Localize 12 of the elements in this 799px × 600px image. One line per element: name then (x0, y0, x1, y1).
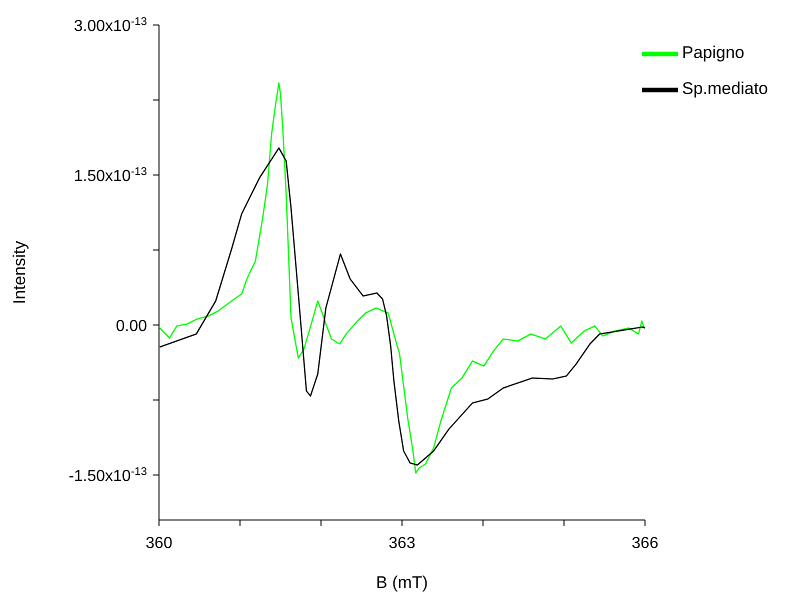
legend-label: Papigno (682, 43, 744, 62)
line-series (159, 82, 645, 474)
y-axis-title: Intensity (10, 240, 30, 304)
y-tick-label: 1.50x10$^{-13}$ (74, 166, 147, 185)
x-tick-label: 366 (632, 535, 658, 552)
y-tick-label: -1.50x10$^{-13}$ (68, 466, 147, 485)
legend-label: Sp.mediato (682, 79, 768, 98)
x-tick-label: 363 (388, 535, 416, 552)
y-tick-label: 3.00x10$^{-13}$ (74, 16, 147, 35)
y-tick-label: 0.00 (116, 318, 148, 335)
x-tick-label: 360 (146, 535, 172, 552)
x-axis-title: B (mT) (376, 573, 428, 592)
